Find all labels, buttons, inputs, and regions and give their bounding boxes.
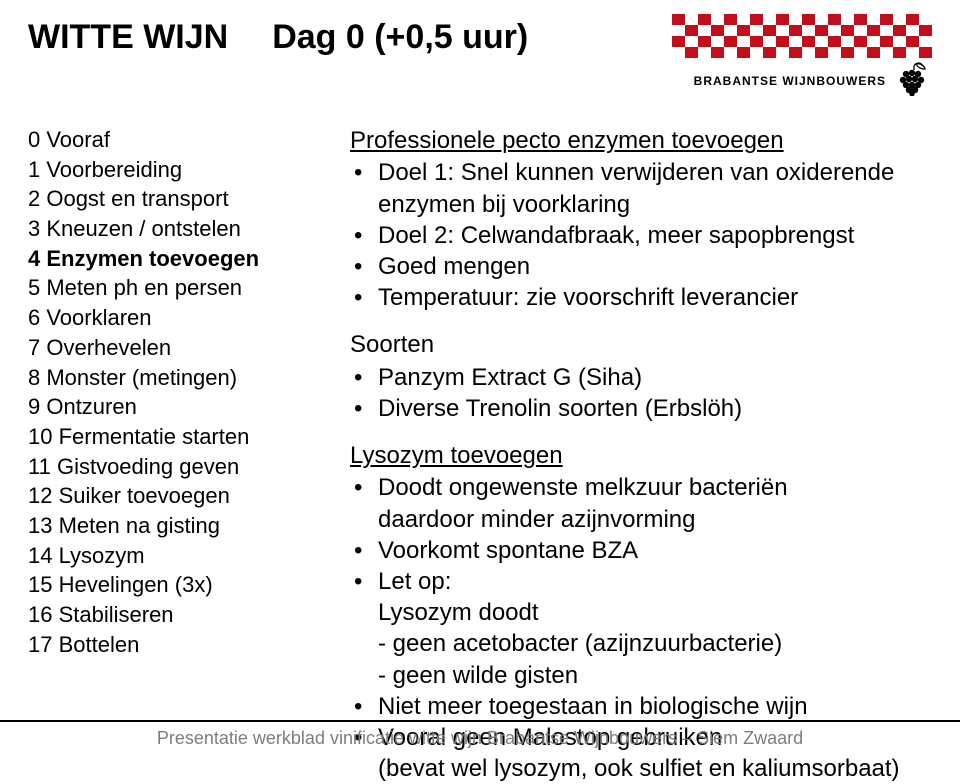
- title-group: WITTE WIJN Dag 0 (+0,5 uur): [28, 18, 528, 57]
- subline: Lysozym doodt: [378, 597, 932, 628]
- step-item: 2 Oogst en transport: [28, 184, 340, 214]
- step-item: 12 Suiker toevoegen: [28, 481, 340, 511]
- section-title-3: Lysozym toevoegen: [350, 440, 932, 472]
- content-column: Professionele pecto enzymen toevoegen Do…: [350, 125, 932, 784]
- list-item: Voorkomt spontane BZA: [350, 535, 932, 566]
- step-item: 9 Ontzuren: [28, 392, 340, 422]
- step-list: 0 Vooraf1 Voorbereiding2 Oogst en transp…: [28, 125, 340, 659]
- list-item: Panzym Extract G (Siha): [350, 362, 932, 393]
- step-item: 11 Gistvoeding geven: [28, 452, 340, 482]
- day-title: Dag 0 (+0,5 uur): [272, 18, 528, 57]
- list-item: Doodt ongewenste melkzuur bacteriën daar…: [350, 472, 932, 534]
- bullet-text-cont: enzymen bij voorklaring: [378, 189, 932, 220]
- step-item: 7 Overhevelen: [28, 333, 340, 363]
- step-item: 5 Meten ph en persen: [28, 273, 340, 303]
- list-item: Diverse Trenolin soorten (Erbslöh): [350, 393, 932, 424]
- step-item: 8 Monster (metingen): [28, 363, 340, 393]
- subline: - geen wilde gisten: [378, 660, 932, 691]
- list-item: Niet meer toegestaan in biologische wijn: [350, 691, 932, 722]
- list-item: Doel 1: Snel kunnen verwijderen van oxid…: [350, 157, 932, 219]
- step-item: 15 Hevelingen (3x): [28, 570, 340, 600]
- footer: Presentatie werkblad vinificatie witte w…: [0, 720, 960, 749]
- step-item: 16 Stabiliseren: [28, 600, 340, 630]
- step-item: 14 Lysozym: [28, 541, 340, 571]
- list-item: Temperatuur: zie voorschrift leverancier: [350, 282, 932, 313]
- bullet-text-cont: (bevat wel lysozym, ook sulfiet en kaliu…: [378, 753, 932, 784]
- body: 0 Vooraf1 Voorbereiding2 Oogst en transp…: [28, 125, 932, 784]
- section-title-1: Professionele pecto enzymen toevoegen: [350, 125, 932, 157]
- step-item: 3 Kneuzen / ontstelen: [28, 214, 340, 244]
- step-item: 0 Vooraf: [28, 125, 340, 155]
- main-title: WITTE WIJN: [28, 18, 228, 57]
- step-item: 17 Bottelen: [28, 630, 340, 660]
- logo: BRABANTSE WIJNBOUWERS: [672, 14, 932, 101]
- logo-text: BRABANTSE WIJNBOUWERS: [694, 74, 886, 88]
- slide: WITTE WIJN Dag 0 (+0,5 uur) BRABANTSE WI: [0, 0, 960, 757]
- steps-column: 0 Vooraf1 Voorbereiding2 Oogst en transp…: [28, 125, 340, 784]
- grape-icon: [892, 60, 932, 101]
- list-item: Goed mengen: [350, 251, 932, 282]
- bullet-text: Doodt ongewenste melkzuur bacteriën: [378, 474, 788, 501]
- list-item: Doel 2: Celwandafbraak, meer sapopbrengs…: [350, 220, 932, 251]
- logo-row: BRABANTSE WIJNBOUWERS: [694, 60, 932, 101]
- step-item: 6 Voorklaren: [28, 303, 340, 333]
- step-item: 10 Fermentatie starten: [28, 422, 340, 452]
- subline: - geen acetobacter (azijnzuurbacterie): [378, 628, 932, 659]
- bullet-text-cont: daardoor minder azijnvorming: [378, 504, 932, 535]
- bullet-text: Let op:: [378, 568, 451, 595]
- section-1-bullets: Doel 1: Snel kunnen verwijderen van oxid…: [350, 157, 932, 313]
- list-item: Let op: Lysozym doodt - geen acetobacter…: [350, 566, 932, 691]
- bullet-text: Doel 1: Snel kunnen verwijderen van oxid…: [378, 159, 894, 186]
- step-item: 1 Voorbereiding: [28, 155, 340, 185]
- section-title-2: Soorten: [350, 329, 932, 361]
- header: WITTE WIJN Dag 0 (+0,5 uur) BRABANTSE WI: [28, 18, 932, 101]
- step-item: 4 Enzymen toevoegen: [28, 244, 340, 274]
- step-item: 13 Meten na gisting: [28, 511, 340, 541]
- checker-pattern-icon: [672, 14, 932, 58]
- section-2-bullets: Panzym Extract G (Siha) Diverse Trenolin…: [350, 362, 932, 424]
